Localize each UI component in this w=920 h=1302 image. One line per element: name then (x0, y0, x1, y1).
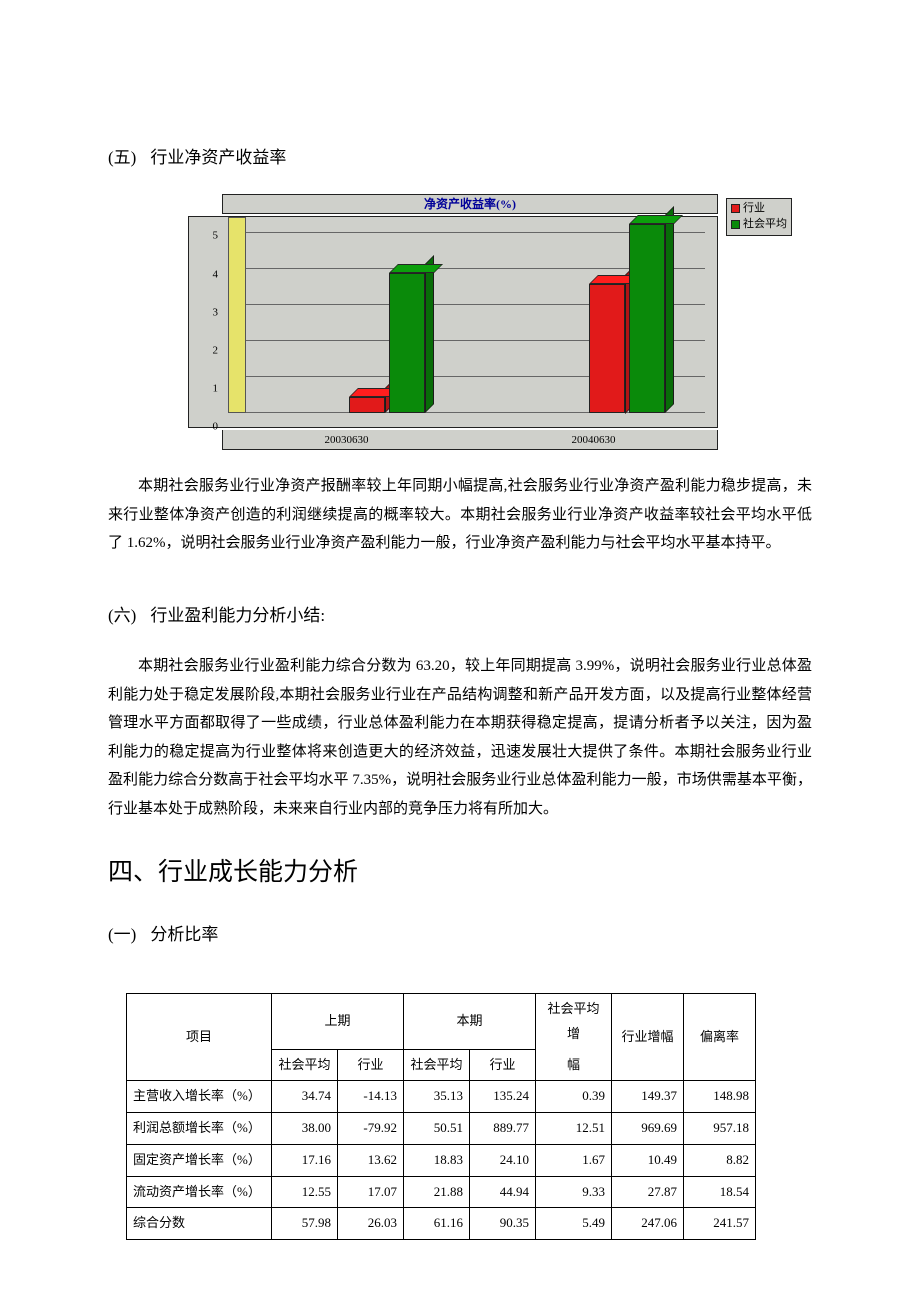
table-header-cell: 本期 (404, 993, 536, 1049)
chart-title: 净资产收益率(%) (222, 194, 718, 214)
section-4-1-prefix: (一) (108, 925, 136, 944)
section-6-heading: (六) 行业盈利能力分析小结: (108, 600, 812, 632)
y-tick-label: 1 (213, 384, 219, 395)
table-cell: 0.39 (536, 1081, 612, 1113)
table-cell: 13.62 (338, 1144, 404, 1176)
chart-bar (389, 273, 425, 413)
table-row: 综合分数57.9826.0361.1690.355.49247.06241.57 (127, 1208, 756, 1240)
table-row-label: 利润总额增长率（%） (127, 1113, 272, 1145)
table-cell: 26.03 (338, 1208, 404, 1240)
section-5-prefix: (五) (108, 148, 136, 167)
section-5-title: 行业净资产收益率 (150, 148, 286, 167)
chart-plot: 012345 (188, 216, 718, 428)
table-row: 利润总额增长率（%）38.00-79.9250.51889.7712.51969… (127, 1113, 756, 1145)
table-cell: 17.16 (272, 1144, 338, 1176)
section-6-paragraph: 本期社会服务业行业盈利能力综合分数为 63.20，较上年同期提高 3.99%，说… (108, 652, 812, 823)
table-cell: 889.77 (470, 1113, 536, 1145)
table-cell: 247.06 (612, 1208, 684, 1240)
legend-swatch (731, 204, 740, 213)
table-cell: 8.82 (684, 1144, 756, 1176)
table-cell: 9.33 (536, 1176, 612, 1208)
x-tick-label: 20030630 (223, 430, 470, 449)
table-cell: 1.67 (536, 1144, 612, 1176)
table-header-cell: 偏离率 (684, 993, 756, 1081)
section-6-title: 行业盈利能力分析小结: (150, 606, 325, 625)
table-cell: 957.18 (684, 1113, 756, 1145)
legend-item: 行业 (731, 201, 787, 216)
section-4-1-heading: (一) 分析比率 (108, 919, 812, 951)
table-cell: 24.10 (470, 1144, 536, 1176)
chart-y-axis: 012345 (188, 216, 222, 428)
table-cell: -14.13 (338, 1081, 404, 1113)
legend-swatch (731, 220, 740, 229)
table-cell: 61.16 (404, 1208, 470, 1240)
table-cell: 241.57 (684, 1208, 756, 1240)
chart-plot-area (222, 216, 718, 428)
table-cell: 12.55 (272, 1176, 338, 1208)
table-header-cell: 项目 (127, 993, 272, 1081)
y-tick-label: 3 (213, 307, 219, 318)
y-tick-label: 0 (213, 422, 219, 433)
table-header-cell: 社会平均增 (536, 993, 612, 1049)
chart-bar (589, 284, 625, 414)
x-tick-label: 20040630 (470, 430, 717, 449)
section-5-paragraph: 本期社会服务业行业净资产报酬率较上年同期小幅提高,社会服务业行业净资产盈利能力稳… (108, 472, 812, 558)
legend-label: 社会平均 (743, 217, 787, 232)
table-cell: 17.07 (338, 1176, 404, 1208)
table-cell: 5.49 (536, 1208, 612, 1240)
table-cell: 50.51 (404, 1113, 470, 1145)
table-cell: 969.69 (612, 1113, 684, 1145)
table-row: 主营收入增长率（%）34.74-14.1335.13135.240.39149.… (127, 1081, 756, 1113)
table-row-label: 主营收入增长率（%） (127, 1081, 272, 1113)
table-row-label: 流动资产增长率（%） (127, 1176, 272, 1208)
growth-ratio-table: 项目上期本期社会平均增行业增幅偏离率社会平均行业社会平均行业幅主营收入增长率（%… (126, 993, 756, 1240)
chart-backwall (228, 217, 246, 413)
section-4-h1: 四、行业成长能力分析 (108, 849, 812, 897)
table-cell: 18.83 (404, 1144, 470, 1176)
table-header-cell: 行业 (338, 1049, 404, 1081)
chart-bar (349, 397, 385, 413)
table-row-label: 固定资产增长率（%） (127, 1144, 272, 1176)
chart-bar (629, 224, 665, 413)
table-cell: 10.49 (612, 1144, 684, 1176)
y-tick-label: 4 (213, 269, 219, 280)
table-cell: -79.92 (338, 1113, 404, 1145)
chart-x-axis: 2003063020040630 (222, 430, 718, 450)
table-row-label: 综合分数 (127, 1208, 272, 1240)
table-header-cell: 行业 (470, 1049, 536, 1081)
table-cell: 35.13 (404, 1081, 470, 1113)
legend-item: 社会平均 (731, 217, 787, 232)
table-header-cell: 行业增幅 (612, 993, 684, 1081)
table-cell: 18.54 (684, 1176, 756, 1208)
table-cell: 135.24 (470, 1081, 536, 1113)
table-header-cell: 上期 (272, 993, 404, 1049)
roe-chart: 净资产收益率(%) 012345 2003063020040630 行业社会平均 (188, 194, 718, 450)
table-row: 流动资产增长率（%）12.5517.0721.8844.949.3327.871… (127, 1176, 756, 1208)
table-cell: 149.37 (612, 1081, 684, 1113)
table-row: 固定资产增长率（%）17.1613.6218.8324.101.6710.498… (127, 1144, 756, 1176)
table-cell: 12.51 (536, 1113, 612, 1145)
section-6-prefix: (六) (108, 606, 136, 625)
table-cell: 44.94 (470, 1176, 536, 1208)
y-tick-label: 5 (213, 231, 219, 242)
chart-legend: 行业社会平均 (726, 198, 792, 236)
table-cell: 38.00 (272, 1113, 338, 1145)
y-tick-label: 2 (213, 345, 219, 356)
table-cell: 21.88 (404, 1176, 470, 1208)
table-header-cell: 社会平均 (404, 1049, 470, 1081)
table-cell: 34.74 (272, 1081, 338, 1113)
legend-label: 行业 (743, 201, 765, 216)
section-5-heading: (五) 行业净资产收益率 (108, 142, 812, 174)
table-cell: 57.98 (272, 1208, 338, 1240)
table-header-cell: 幅 (536, 1049, 612, 1081)
table-cell: 148.98 (684, 1081, 756, 1113)
section-4-1-title: 分析比率 (150, 925, 218, 944)
table-cell: 27.87 (612, 1176, 684, 1208)
table-cell: 90.35 (470, 1208, 536, 1240)
table-header-cell: 社会平均 (272, 1049, 338, 1081)
